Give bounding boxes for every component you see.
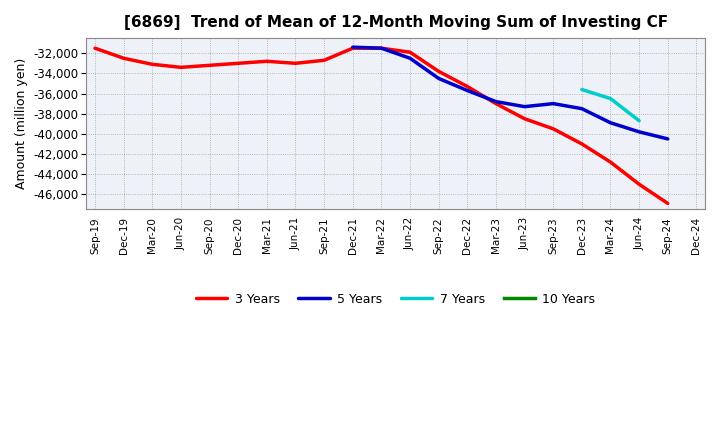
3 Years xyxy=(91,46,99,51)
3 Years xyxy=(120,55,128,61)
5 Years xyxy=(406,55,415,61)
3 Years xyxy=(663,201,672,206)
3 Years xyxy=(549,126,557,132)
3 Years xyxy=(434,69,443,74)
5 Years xyxy=(606,120,615,125)
3 Years xyxy=(635,182,644,187)
5 Years xyxy=(663,136,672,142)
3 Years xyxy=(406,50,415,55)
3 Years xyxy=(148,62,157,67)
3 Years xyxy=(263,59,271,64)
Legend: 3 Years, 5 Years, 7 Years, 10 Years: 3 Years, 5 Years, 7 Years, 10 Years xyxy=(191,288,600,311)
5 Years xyxy=(434,76,443,81)
7 Years xyxy=(635,118,644,123)
3 Years xyxy=(492,101,500,106)
3 Years xyxy=(205,62,214,68)
3 Years xyxy=(463,84,472,89)
5 Years xyxy=(377,46,386,51)
Line: 5 Years: 5 Years xyxy=(353,47,667,139)
3 Years xyxy=(348,46,357,51)
Line: 3 Years: 3 Years xyxy=(95,48,667,203)
Title: [6869]  Trend of Mean of 12-Month Moving Sum of Investing CF: [6869] Trend of Mean of 12-Month Moving … xyxy=(124,15,667,30)
Line: 7 Years: 7 Years xyxy=(582,89,639,121)
3 Years xyxy=(176,65,185,70)
3 Years xyxy=(234,61,243,66)
5 Years xyxy=(492,99,500,104)
3 Years xyxy=(521,116,529,121)
5 Years xyxy=(348,44,357,50)
3 Years xyxy=(577,141,586,147)
5 Years xyxy=(463,88,472,93)
3 Years xyxy=(377,46,386,51)
7 Years xyxy=(606,96,615,101)
5 Years xyxy=(549,101,557,106)
3 Years xyxy=(291,61,300,66)
3 Years xyxy=(320,58,328,63)
5 Years xyxy=(577,106,586,111)
Y-axis label: Amount (million yen): Amount (million yen) xyxy=(15,58,28,189)
3 Years xyxy=(606,159,615,165)
5 Years xyxy=(521,104,529,109)
5 Years xyxy=(635,129,644,135)
7 Years xyxy=(577,87,586,92)
